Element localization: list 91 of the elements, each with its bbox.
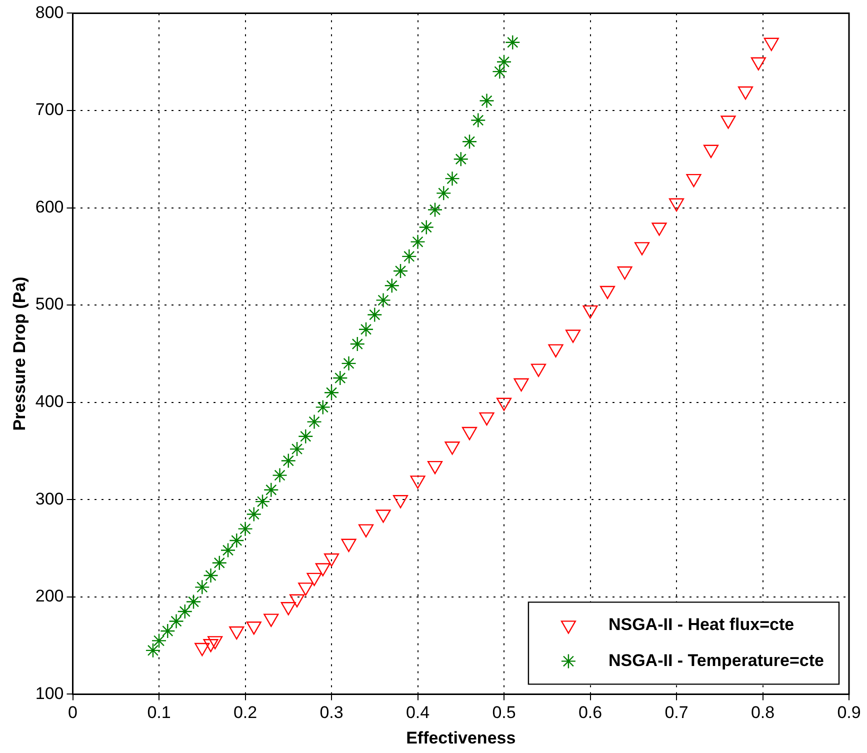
point	[145, 642, 161, 658]
point	[384, 278, 400, 294]
point	[289, 441, 305, 457]
y-tick-label: 100	[35, 684, 64, 703]
point	[238, 521, 253, 536]
x-tick-label: 0.5	[492, 703, 516, 722]
point	[177, 604, 192, 620]
point	[229, 532, 244, 548]
point	[376, 292, 391, 308]
point	[315, 563, 330, 576]
point	[264, 482, 279, 498]
point	[315, 400, 330, 415]
point	[168, 614, 184, 629]
point	[548, 344, 564, 358]
point	[246, 506, 262, 522]
point	[479, 93, 494, 108]
y-tick-label: 600	[35, 197, 64, 216]
y-tick-label: 200	[35, 586, 64, 606]
y-tick-label: 700	[35, 100, 64, 120]
y-tick-label: 300	[35, 489, 64, 508]
x-tick-label: 0.7	[664, 703, 688, 722]
point	[194, 580, 210, 595]
point	[492, 64, 508, 80]
point	[479, 412, 494, 426]
point	[298, 582, 314, 596]
point	[272, 468, 288, 483]
point	[220, 542, 236, 558]
point	[402, 248, 417, 264]
point	[341, 538, 356, 552]
point	[453, 152, 468, 167]
point	[332, 370, 348, 386]
point	[280, 602, 296, 616]
point	[530, 364, 546, 377]
point	[505, 34, 520, 50]
x-tick-label: 0.4	[406, 703, 430, 722]
point	[444, 442, 460, 455]
point	[306, 414, 322, 430]
point	[264, 614, 279, 627]
point	[350, 336, 365, 352]
point	[212, 555, 227, 570]
point	[565, 330, 581, 343]
x-tick-label: 0.6	[578, 703, 602, 722]
point	[246, 622, 262, 635]
point	[358, 322, 374, 337]
point	[151, 633, 167, 648]
point	[298, 428, 314, 444]
x-tick-label: 0.8	[750, 703, 775, 722]
x-axis-title: Effectiveness	[406, 728, 516, 748]
legend-label: NSGA-II - Heat flux=cte	[608, 614, 794, 634]
x-tick-label: 0	[68, 703, 78, 722]
point	[229, 626, 244, 640]
point	[410, 476, 426, 489]
point	[514, 378, 529, 392]
point	[289, 594, 305, 608]
point	[496, 54, 512, 70]
point	[254, 494, 270, 510]
point	[444, 170, 460, 186]
point	[392, 495, 408, 508]
point	[160, 623, 176, 639]
point	[496, 398, 512, 411]
y-tick-label: 400	[35, 392, 64, 412]
point	[462, 134, 478, 150]
point	[324, 553, 340, 567]
y-tick-label: 500	[35, 294, 64, 314]
point	[436, 186, 452, 201]
point	[358, 524, 374, 538]
point	[203, 568, 218, 584]
point	[418, 220, 434, 235]
point	[306, 572, 322, 586]
point	[208, 636, 223, 650]
point	[194, 642, 210, 656]
point	[203, 639, 218, 652]
point	[462, 426, 478, 440]
point	[186, 594, 202, 610]
x-tick-label: 0.2	[233, 703, 258, 722]
y-axis-title: Pressure Drop (Pa)	[10, 276, 29, 431]
point	[427, 202, 443, 218]
point	[470, 112, 486, 128]
legend-label: NSGA-II - Temperature=cte	[608, 650, 824, 670]
y-tick-label: 800	[35, 2, 64, 22]
point	[410, 234, 426, 250]
point	[341, 356, 356, 372]
x-tick-label: 0.3	[320, 703, 344, 722]
point	[392, 263, 408, 279]
point	[324, 385, 340, 400]
point	[280, 453, 296, 468]
point	[367, 307, 382, 322]
point	[376, 510, 391, 523]
x-tick-label: 0.1	[147, 703, 171, 722]
point	[427, 460, 443, 474]
x-tick-label: 0.9	[837, 703, 861, 722]
